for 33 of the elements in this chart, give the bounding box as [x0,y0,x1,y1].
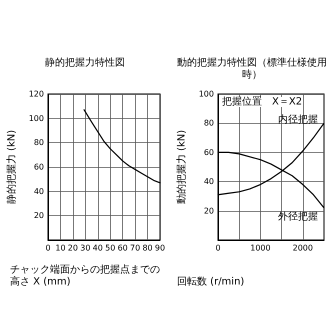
y-tick-label: 100 [198,90,214,98]
x-tick-label: 50 [105,244,116,252]
x-tick-label: 0 [45,244,51,252]
x-tick-label: 80 [142,244,153,252]
y-tick-label: 40 [34,186,44,196]
series-label: 外径把握 [278,210,318,222]
x-tick-label: 30 [80,244,90,252]
x-tick-label: 2000 [292,244,313,252]
x-tick-label: 70 [130,244,140,252]
y-tick-label: 80 [34,138,44,148]
x-tick-label: 10 [55,244,66,252]
x-axis-title: チャック端面からの把握点までの高さ X (mm) [10,264,160,288]
y-tick-label: 60 [204,148,214,157]
chart-title: 動的把握力特性図（標準仕様使用時） [177,56,327,80]
y-tick-label: 60 [34,162,44,172]
y-tick-label: 20 [204,206,214,216]
x-tick-label: 0 [215,244,221,252]
y-tick-label: 120 [28,90,44,98]
annotation: 把握位置 X＝X2 [222,96,302,108]
x-tick-label: 1000 [250,244,271,252]
series-label: 内径把握 [278,114,318,126]
y-tick-label: 40 [204,177,214,186]
y-axis-title: 静的把握力 (kN) [5,130,18,204]
y-axis-title: 動的把握力 (kN) [175,130,188,204]
y-tick-label: 20 [34,211,44,220]
x-tick-label: 40 [92,244,103,252]
chart-title: 静的把握力特性図 [45,56,125,68]
x-tick-label: 20 [68,244,78,252]
x-axis-title: 回転数 (r/min) [177,276,244,288]
y-tick-label: 100 [28,114,44,123]
y-tick-label: 80 [204,118,214,128]
x-tick-label: 60 [118,244,128,252]
x-tick-label: 90 [154,244,166,252]
